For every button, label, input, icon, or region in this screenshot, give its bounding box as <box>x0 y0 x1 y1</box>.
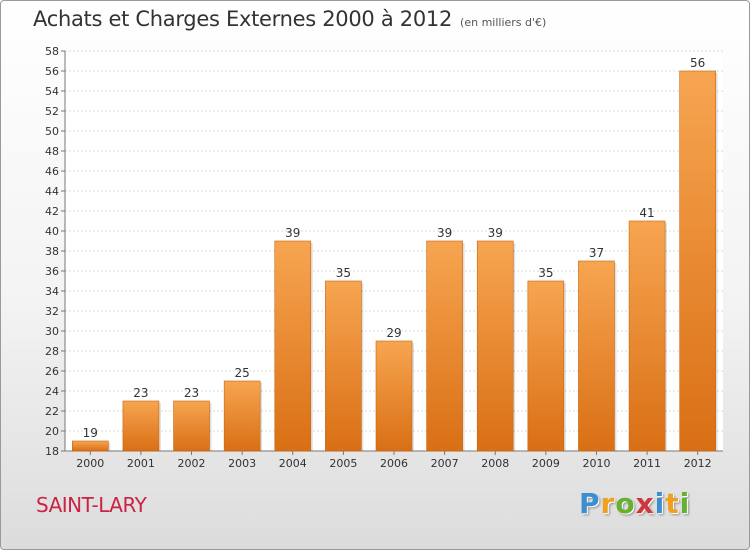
logo-letter: t <box>665 487 680 520</box>
x-tick-label: 2007 <box>431 457 459 470</box>
x-tick-label: 2012 <box>684 457 712 470</box>
bar <box>122 400 160 452</box>
y-tick-label: 38 <box>45 245 59 258</box>
bar <box>173 400 210 452</box>
bar-value-label: 39 <box>285 226 300 240</box>
y-tick-label: 56 <box>45 65 59 78</box>
x-tick-label: 2002 <box>178 457 206 470</box>
y-tick-label: 40 <box>45 225 59 238</box>
bar <box>426 240 463 452</box>
y-tick-label: 44 <box>45 185 59 198</box>
bars <box>72 70 718 452</box>
y-tick-label: 46 <box>45 165 59 178</box>
y-tick-label: 22 <box>45 405 59 418</box>
bar-value-label: 39 <box>437 226 452 240</box>
bar <box>325 280 362 452</box>
logo-letter: P <box>579 487 601 520</box>
x-tick-label: 2004 <box>279 457 307 470</box>
bar <box>72 440 109 452</box>
bar-value-label: 23 <box>133 386 148 400</box>
bar-value-label: 35 <box>538 266 553 280</box>
x-tick-label: 2005 <box>329 457 357 470</box>
y-tick-label: 58 <box>45 45 59 58</box>
chart-title-text: Achats et Charges Externes 2000 à 2012 <box>33 7 453 31</box>
x-tick-label: 2001 <box>127 457 155 470</box>
logo-letter: x <box>635 487 655 520</box>
chart-subtitle: (en milliers d'€) <box>460 16 547 29</box>
y-tick-label: 30 <box>45 325 59 338</box>
y-tick-label: 36 <box>45 265 59 278</box>
y-tick-label: 18 <box>45 445 59 458</box>
x-tick-label: 2011 <box>633 457 661 470</box>
y-tick-label: 50 <box>45 125 59 138</box>
x-tick-label: 2008 <box>481 457 509 470</box>
x-tick-label: 2003 <box>228 457 256 470</box>
proxiti-logo: Proxiti <box>579 487 690 520</box>
bar-value-label: 29 <box>386 326 401 340</box>
bar <box>578 260 615 452</box>
logo-letter: i <box>679 487 691 520</box>
bar <box>628 220 666 452</box>
y-tick-label: 26 <box>45 365 59 378</box>
logo-letter: i <box>654 487 666 520</box>
bar <box>375 340 413 452</box>
bar-value-label: 25 <box>235 366 250 380</box>
city-name: SAINT-LARY <box>36 493 147 517</box>
bar-value-label: 56 <box>690 56 705 70</box>
bar-value-label: 19 <box>83 426 98 440</box>
y-tick-label: 28 <box>45 345 59 358</box>
bar <box>274 240 312 452</box>
bar <box>223 380 261 452</box>
bar-value-label: 35 <box>336 266 351 280</box>
chart-title: Achats et Charges Externes 2000 à 2012 (e… <box>33 7 546 31</box>
bar-value-label: 41 <box>639 206 654 220</box>
y-tick-label: 52 <box>45 105 59 118</box>
y-tick-label: 34 <box>45 285 59 298</box>
labels: 18 20 22 24 26 28 30 32 34 36 38 40 42 44 46 48 50 52 54 56… <box>45 45 712 470</box>
x-tick-label: 2000 <box>76 457 104 470</box>
bar-value-label: 23 <box>184 386 199 400</box>
bar <box>476 240 514 452</box>
bar-value-label: 37 <box>589 246 604 260</box>
y-tick-label: 32 <box>45 305 59 318</box>
x-tick-label: 2006 <box>380 457 408 470</box>
y-tick-label: 20 <box>45 425 59 438</box>
y-tick-label: 54 <box>45 85 59 98</box>
x-tick-label: 2009 <box>532 457 560 470</box>
y-tick-label: 42 <box>45 205 59 218</box>
logo-letter: o <box>615 487 636 520</box>
y-tick-label: 24 <box>45 385 59 398</box>
bar <box>527 280 565 452</box>
y-tick-label: 48 <box>45 145 59 158</box>
logo-letter: r <box>600 487 616 520</box>
bar <box>679 70 716 452</box>
bar-value-label: 39 <box>488 226 503 240</box>
x-tick-label: 2010 <box>582 457 610 470</box>
